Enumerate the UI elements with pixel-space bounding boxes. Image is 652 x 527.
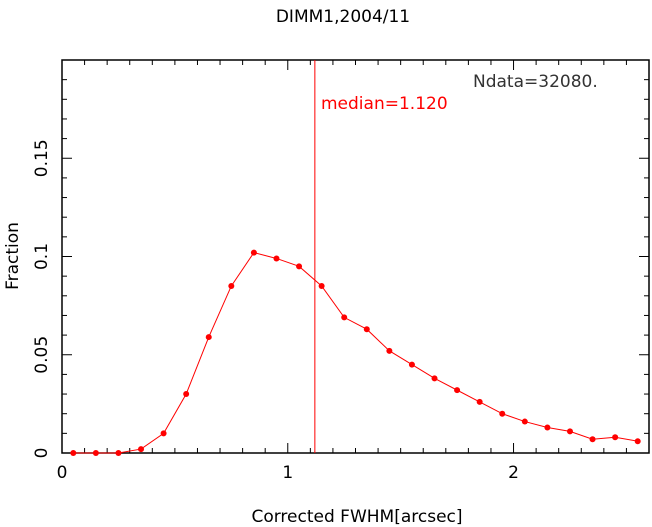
data-point — [612, 434, 619, 441]
data-point — [408, 361, 415, 368]
ndata-annotation: Ndata=32080. — [473, 72, 598, 92]
data-point — [521, 418, 528, 425]
data-point — [318, 282, 325, 289]
data-point — [499, 410, 506, 417]
x-tick-label: 2 — [508, 463, 519, 483]
chart-title: DIMM1,2004/11 — [276, 7, 410, 27]
median-label: median=1.120 — [321, 94, 448, 114]
data-point — [454, 387, 461, 394]
y-axis-ticks: 0 0.05 0.1 0.15 — [32, 59, 649, 459]
data-point — [363, 326, 370, 333]
data-point — [273, 255, 280, 262]
x-axis-ticks: 0 1 2 — [57, 60, 650, 483]
data-point — [634, 438, 641, 445]
data-point — [250, 249, 257, 256]
y-tick-label: 0.15 — [32, 139, 52, 177]
data-point — [92, 450, 99, 456]
y-tick-label: 0 — [32, 448, 52, 459]
data-point — [566, 428, 573, 435]
data-point — [228, 282, 235, 289]
plot-frame — [61, 59, 650, 454]
data-point — [341, 314, 348, 321]
data-point — [115, 450, 122, 456]
data-point — [476, 398, 483, 405]
data-point — [296, 263, 303, 270]
data-point — [544, 424, 551, 431]
data-point — [70, 450, 77, 456]
data-point — [386, 347, 393, 354]
y-tick-label: 0.05 — [32, 336, 52, 374]
series-group — [70, 249, 641, 456]
y-tick-label: 0.1 — [32, 243, 52, 270]
data-point — [205, 334, 212, 341]
x-axis-label: Corrected FWHM[arcsec] — [251, 507, 462, 527]
x-tick-label: 1 — [282, 463, 293, 483]
data-point — [160, 430, 167, 437]
data-point — [589, 436, 596, 443]
series-line — [73, 251, 638, 454]
y-axis-label: Fraction — [3, 222, 23, 290]
data-point — [183, 391, 190, 398]
x-tick-label: 0 — [57, 463, 68, 483]
data-point — [138, 446, 145, 453]
data-point — [431, 375, 438, 382]
